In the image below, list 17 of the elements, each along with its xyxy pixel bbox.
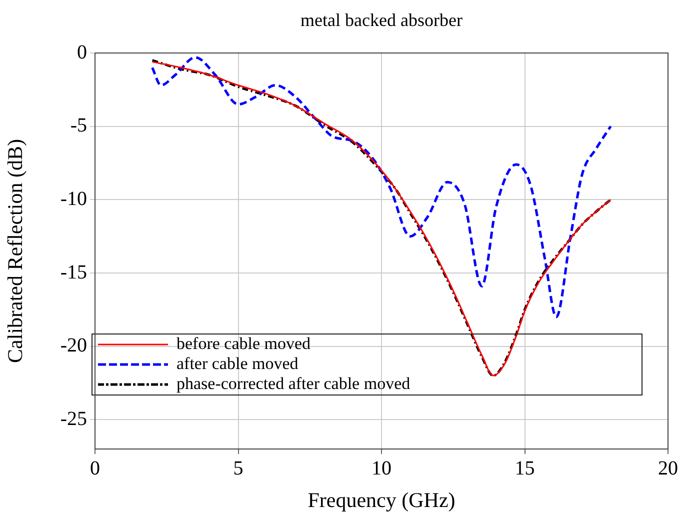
legend-label: after cable moved: [176, 354, 299, 373]
x-axis-title: Frequency (GHz): [308, 488, 456, 512]
y-tick-label: -25: [60, 408, 87, 430]
y-axis-title: Calibrated Reflection (dB): [3, 139, 28, 363]
y-tick-label: -10: [60, 188, 87, 210]
x-tick-label: 10: [372, 457, 392, 480]
x-tick-label: 15: [514, 457, 535, 480]
line-series: [151, 56, 612, 318]
legend-label: phase-corrected after cable moved: [176, 374, 411, 393]
y-tick-label: 0: [77, 41, 87, 64]
y-tick-label: -15: [60, 261, 87, 284]
chart-title: metal backed absorber: [300, 10, 464, 31]
y-tick-label: -5: [70, 114, 87, 137]
legend-label: before cable moved: [176, 334, 312, 353]
y-tick-label: -20: [60, 334, 87, 357]
x-tick-label: 20: [658, 457, 678, 480]
x-tick-label: 5: [233, 457, 244, 480]
